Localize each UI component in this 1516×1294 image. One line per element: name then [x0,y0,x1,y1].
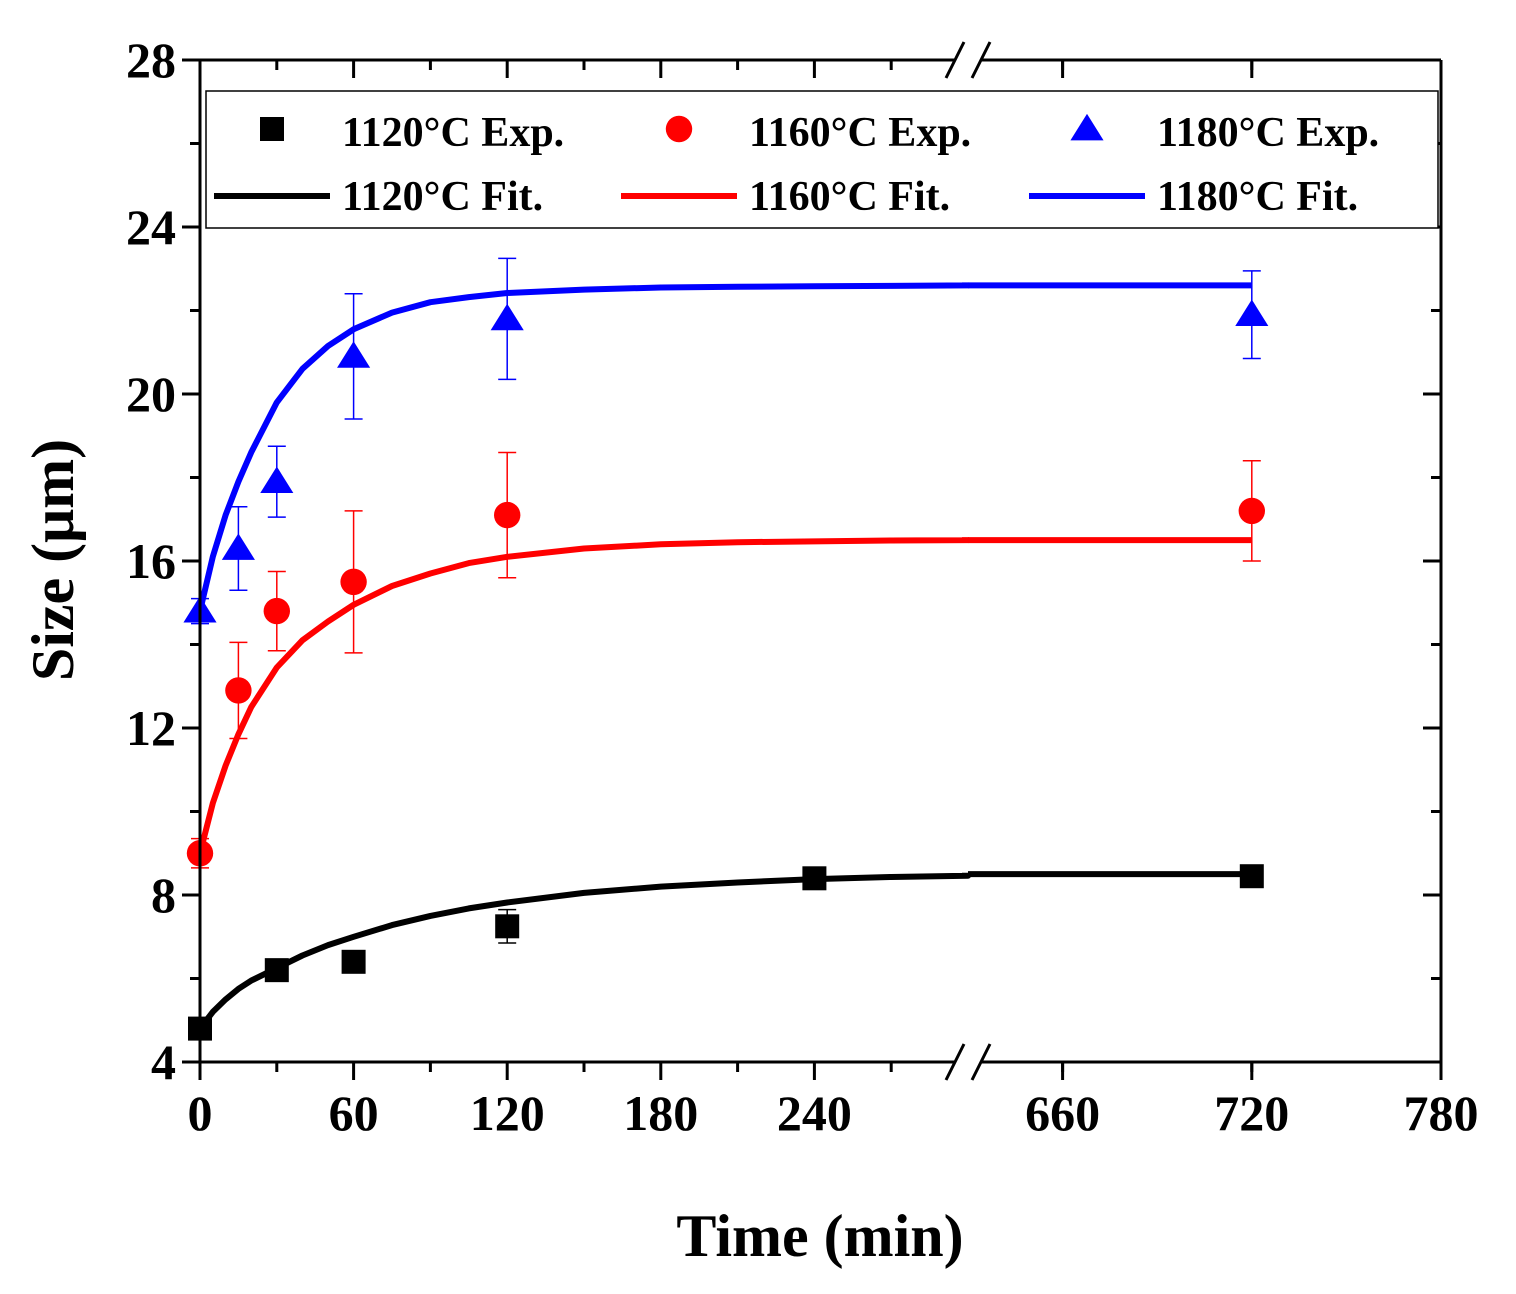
point-1180-c-exp- [221,533,255,560]
axis-break-mark-top [944,41,966,79]
legend-label: 1180°C Exp. [1157,110,1379,156]
x-tick-label: 720 [1214,1085,1289,1141]
legend-label: 1180°C Fit. [1157,174,1358,220]
x-tick-label: 0 [188,1085,213,1141]
legend-marker-triangle [1070,113,1104,141]
legend-label: 1160°C Exp. [749,110,971,156]
fit-line-1180-c-fit--left [197,282,971,612]
y-tick-label: 12 [126,700,176,756]
x-tick-label: 60 [329,1085,379,1141]
point-1160-c-exp- [225,677,252,704]
point-1160-c-exp- [340,568,367,596]
fit-line-1120-c-fit--left [197,872,971,1031]
x-tick-label: 180 [623,1085,698,1141]
point-1120-c-exp- [495,914,520,939]
point-1180-c-exp- [337,341,371,368]
legend-marker-circle [665,115,693,143]
axis-break-mark-bottom [944,1043,966,1081]
y-tick-label: 24 [126,199,176,255]
point-1120-c-exp- [264,958,289,983]
fit-line-1160-c-fit--left [197,537,971,855]
x-tick-label: 780 [1404,1085,1479,1141]
x-tick-label: 240 [777,1085,852,1141]
x-axis-label: Time (min) [676,1203,963,1269]
point-1120-c-exp- [341,949,366,974]
point-1120-c-exp- [802,866,827,891]
point-1160-c-exp- [1238,497,1266,525]
point-1180-c-exp- [1235,299,1269,327]
legend-label: 1160°C Fit. [749,174,950,220]
axis-break-mark-top [970,41,992,79]
y-axis-label: Size (μm) [20,439,86,681]
legend-marker-square [260,117,284,141]
y-tick-label: 16 [126,533,176,589]
axis-break-mark-bottom [970,1043,992,1081]
point-1120-c-exp- [1239,864,1264,889]
point-1180-c-exp- [260,466,294,494]
y-tick-label: 28 [126,32,176,88]
y-tick-label: 20 [126,366,176,422]
point-1180-c-exp- [490,303,524,331]
legend-box [205,90,1439,229]
legend-label: 1120°C Exp. [342,110,564,156]
x-tick-label: 120 [470,1085,545,1141]
y-tick-label: 8 [151,867,176,923]
axes-layer: 4 8 12 16 20 24 28 0 60 120 180 240 660 720 780 [126,32,1479,1141]
x-tick-label: 660 [1025,1085,1100,1141]
point-1160-c-exp- [263,597,290,625]
point-1160-c-exp- [494,501,521,529]
y-tick-label: 4 [151,1034,176,1090]
legend: 1120°C Exp. 1160°C Exp. 1180°C Exp. 1120°C … [205,90,1439,229]
legend-label: 1120°C Fit. [342,174,543,220]
